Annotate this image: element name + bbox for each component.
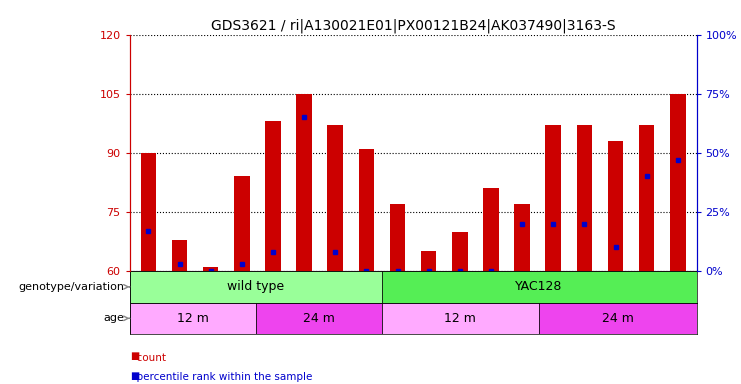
Bar <box>576 125 592 271</box>
Text: 24 m: 24 m <box>302 312 335 325</box>
Bar <box>130 303 256 334</box>
Text: wild type: wild type <box>227 280 285 293</box>
Bar <box>359 149 374 271</box>
Bar <box>390 204 405 271</box>
Bar <box>670 94 685 271</box>
Bar <box>130 271 382 303</box>
Bar <box>203 267 219 271</box>
Bar <box>328 125 343 271</box>
Text: ■: ■ <box>130 351 139 361</box>
Title: GDS3621 / ri|A130021E01|PX00121B24|AK037490|3163-S: GDS3621 / ri|A130021E01|PX00121B24|AK037… <box>210 18 616 33</box>
Bar <box>483 188 499 271</box>
Text: 12 m: 12 m <box>176 312 209 325</box>
Text: count: count <box>130 353 166 363</box>
Bar <box>256 303 382 334</box>
Text: 24 m: 24 m <box>602 312 634 325</box>
Bar <box>545 125 561 271</box>
Bar <box>172 240 187 271</box>
Text: 12 m: 12 m <box>445 312 476 325</box>
Bar <box>265 121 281 271</box>
Text: YAC128: YAC128 <box>516 280 562 293</box>
Bar <box>421 252 436 271</box>
Bar <box>141 153 156 271</box>
Bar <box>639 125 654 271</box>
Text: percentile rank within the sample: percentile rank within the sample <box>130 372 312 382</box>
Text: age: age <box>103 313 130 323</box>
Text: genotype/variation: genotype/variation <box>18 282 130 292</box>
Bar <box>296 94 312 271</box>
Bar <box>382 303 539 334</box>
Bar <box>234 177 250 271</box>
Bar <box>608 141 623 271</box>
Bar <box>382 271 697 303</box>
Bar <box>452 232 468 271</box>
Bar <box>539 303 697 334</box>
Bar <box>514 204 530 271</box>
Text: ■: ■ <box>130 371 139 381</box>
